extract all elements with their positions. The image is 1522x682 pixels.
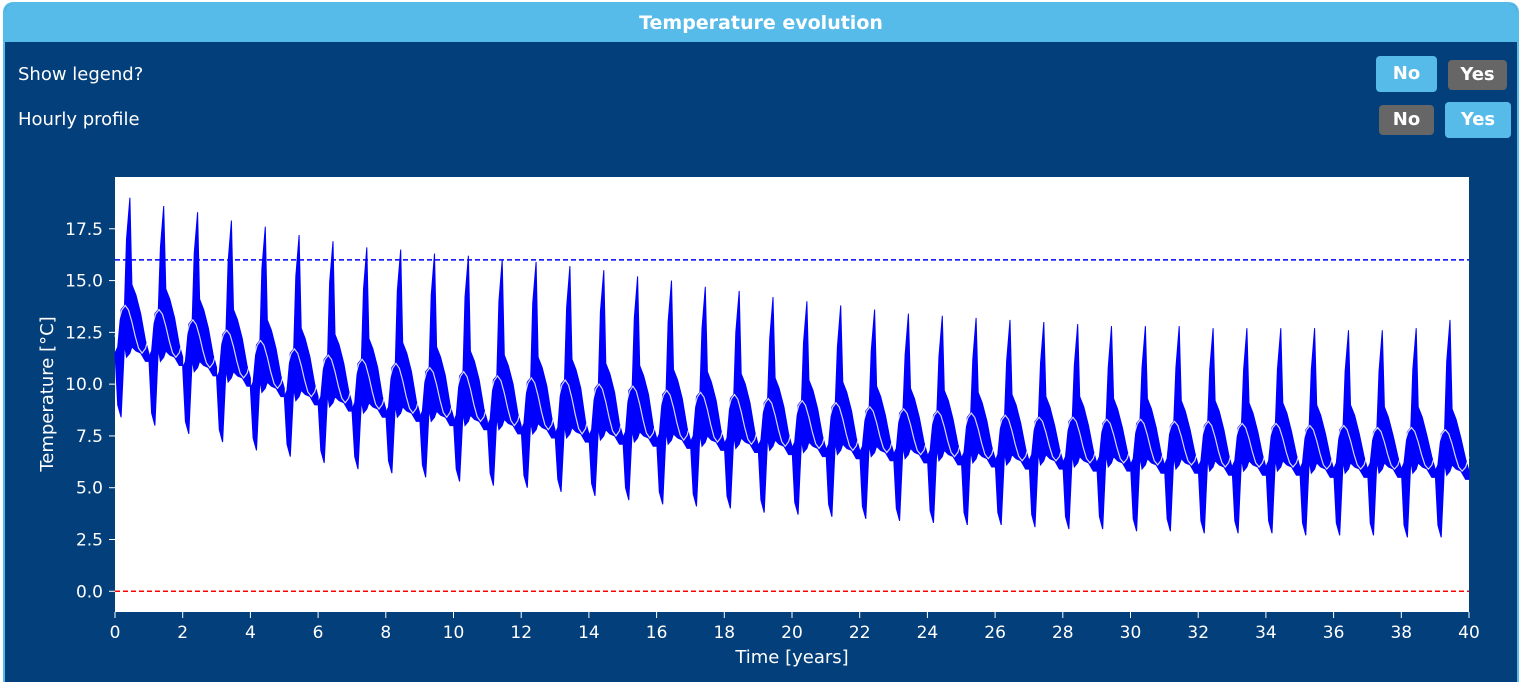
series-layer — [114, 197, 1470, 538]
axes-layer: 0 2 4 6 8 10 12 14 16 18 20 22 24 26 28 30 32 34 36 38 400.0… — [65, 220, 1480, 643]
y-tick-label: 12.5 — [65, 323, 103, 343]
mean-trend-line — [114, 304, 1470, 473]
hourly-profile-label: Hourly profile — [18, 109, 140, 130]
x-tick-label: 8 — [380, 623, 391, 643]
x-tick-label: 0 — [110, 623, 121, 643]
x-tick-label: 40 — [1458, 623, 1480, 643]
hourly-yes-button[interactable]: Yes — [1445, 102, 1511, 138]
y-tick-label: 17.5 — [65, 220, 103, 240]
y-tick-label: 2.5 — [76, 531, 103, 551]
x-tick-label: 38 — [1390, 623, 1412, 643]
x-tick-label: 32 — [1187, 623, 1209, 643]
x-tick-label: 2 — [177, 623, 188, 643]
x-tick-label: 36 — [1323, 623, 1345, 643]
panel-title: Temperature evolution — [5, 4, 1517, 42]
x-tick-label: 16 — [646, 623, 668, 643]
x-tick-label: 24 — [917, 623, 939, 643]
y-tick-label: 5.0 — [76, 479, 103, 499]
x-tick-label: 22 — [849, 623, 871, 643]
x-tick-label: 6 — [313, 623, 324, 643]
x-tick-label: 28 — [1052, 623, 1074, 643]
x-axis-label: Time [years] — [734, 647, 848, 668]
temperature-panel: Temperature evolution Show legend? No Ye… — [3, 2, 1519, 682]
y-axis-label: Temperature [°C] — [37, 316, 58, 472]
y-tick-label: 7.5 — [76, 427, 103, 447]
y-tick-label: 0.0 — [76, 582, 103, 602]
x-tick-label: 4 — [245, 623, 256, 643]
x-tick-label: 18 — [713, 623, 735, 643]
x-tick-label: 26 — [984, 623, 1006, 643]
x-tick-label: 34 — [1255, 623, 1277, 643]
temperature-chart: 0 2 4 6 8 10 12 14 16 18 20 22 24 26 28 30 32 34 36 38 400.0… — [37, 177, 1480, 668]
chart-container: 0 2 4 6 8 10 12 14 16 18 20 22 24 26 28 30 32 34 36 38 40 0.0… — [5, 4, 1517, 682]
legend-yes-button[interactable]: Yes — [1448, 60, 1507, 90]
show-legend-label: Show legend? — [18, 64, 144, 85]
x-tick-label: 10 — [443, 623, 465, 643]
hourly-no-button[interactable]: No — [1379, 105, 1434, 135]
y-tick-label: 10.0 — [65, 375, 103, 395]
legend-no-button[interactable]: No — [1376, 56, 1437, 92]
x-tick-label: 20 — [781, 623, 803, 643]
y-tick-label: 15.0 — [65, 272, 103, 292]
x-tick-label: 12 — [510, 623, 532, 643]
x-tick-label: 14 — [578, 623, 600, 643]
x-tick-label: 30 — [1120, 623, 1142, 643]
temperature-band — [114, 197, 1470, 538]
plot-area — [115, 177, 1469, 612]
